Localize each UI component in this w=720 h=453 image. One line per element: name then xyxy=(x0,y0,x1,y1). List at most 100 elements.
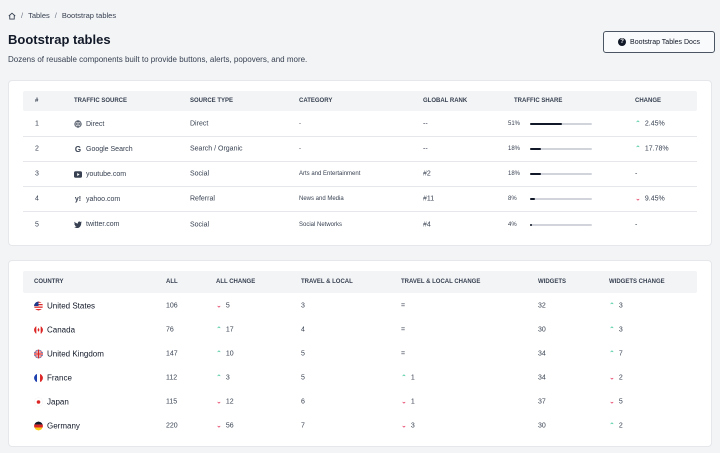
row-number: 5 xyxy=(35,221,39,228)
all-value: 112 xyxy=(166,374,178,382)
country: Canada xyxy=(34,325,76,335)
arrow-down-icon: ⌄ xyxy=(216,302,222,310)
traffic-share: 18% xyxy=(508,146,592,152)
all-change: ⌃ 3 xyxy=(216,375,230,382)
widgets-change-label: 7 xyxy=(618,350,623,358)
col-category: CATEGORY xyxy=(299,98,333,104)
traffic-source[interactable]: twitter.com xyxy=(74,221,119,229)
traffic-share: 18% xyxy=(508,171,592,177)
twitter-icon xyxy=(74,221,82,229)
traffic-source[interactable]: Direct xyxy=(74,120,104,128)
progress-bar xyxy=(530,198,592,200)
progress-bar xyxy=(530,173,592,175)
all-change-label: 56 xyxy=(225,422,234,430)
home-icon[interactable] xyxy=(8,12,16,20)
all-change: ⌄ 12 xyxy=(216,399,234,406)
category: - xyxy=(299,121,301,127)
widgets-change: ⌄ 2 xyxy=(609,375,623,382)
arrow-up-icon: ⌃ xyxy=(609,422,615,430)
travel-change-label: = xyxy=(401,302,406,310)
traffic-source[interactable]: y! yahoo.com xyxy=(74,195,120,203)
traffic-share-label: 18% xyxy=(508,171,521,177)
arrow-up-icon: ⌃ xyxy=(216,350,222,358)
change-label: 17.78% xyxy=(644,145,669,153)
travel-change-label: 1 xyxy=(410,398,415,406)
col-all-change: ALL CHANGE xyxy=(216,279,256,285)
travel-local-value: 6 xyxy=(301,398,305,406)
travel-change-label: 1 xyxy=(410,374,415,382)
col-global-rank: GLOBAL RANK xyxy=(423,98,468,104)
traffic-share: 8% xyxy=(508,196,592,202)
source-type: Direct xyxy=(190,120,209,128)
travel-local-value: 5 xyxy=(301,350,305,358)
arrow-down-icon: ⌄ xyxy=(216,422,222,430)
all-change: ⌄ 5 xyxy=(216,303,230,310)
progress-bar-fill xyxy=(530,148,542,150)
japan-flag-icon xyxy=(34,397,43,407)
canada-flag-icon xyxy=(34,325,43,335)
country-name: United Kingdom xyxy=(47,349,104,359)
country-name: United States xyxy=(47,301,96,311)
change-value: ⌃ 17.78% xyxy=(635,146,669,153)
all-change: ⌄ 56 xyxy=(216,423,234,430)
row-number: 4 xyxy=(35,195,39,203)
arrow-up-icon: ⌃ xyxy=(635,120,641,128)
traffic-share-label: 51% xyxy=(508,121,521,127)
col-traffic-source: TRAFFIC SOURCE xyxy=(74,98,127,104)
widgets-change-label: 3 xyxy=(618,326,623,334)
docs-button-label: Bootstrap Tables Docs xyxy=(630,38,700,46)
widgets-value: 30 xyxy=(538,422,546,430)
arrow-up-icon: ⌃ xyxy=(216,374,222,382)
country: France xyxy=(34,373,72,383)
progress-bar-fill xyxy=(530,223,533,226)
arrow-up-icon: ⌃ xyxy=(609,350,615,358)
arrow-up-icon: ⌃ xyxy=(401,374,407,382)
traffic-source[interactable]: G Google Search xyxy=(74,144,133,154)
us-flag-icon xyxy=(34,301,43,311)
country: Japan xyxy=(34,398,69,407)
col-traffic-share: TRAFFIC SHARE xyxy=(514,98,563,104)
progress-bar-fill xyxy=(530,173,542,175)
progress-bar xyxy=(530,223,592,226)
travel-local-change: ⌄ 1 xyxy=(401,399,415,406)
traffic-source-label: yahoo.com xyxy=(86,195,121,203)
global-rank: -- xyxy=(423,120,428,128)
change-value: - xyxy=(635,221,637,228)
table-row: France 112 ⌃ 3 5 ⌃ 1 34 ⌄ 2 xyxy=(23,366,697,390)
traffic-source-label: youtube.com xyxy=(86,170,127,178)
traffic-share-label: 8% xyxy=(508,196,517,202)
breadcrumb-tables[interactable]: Tables xyxy=(28,11,50,20)
all-change: ⌃ 17 xyxy=(216,327,234,334)
table-row: Canada 76 ⌃ 17 4 = 30 ⌃ 3 xyxy=(23,318,697,342)
arrow-down-icon: ⌄ xyxy=(635,195,641,203)
table-row: 1 Direct Direct - -- 51% ⌃ 2.45% xyxy=(23,112,697,137)
traffic-share: 51% xyxy=(508,121,592,127)
country: United Kingdom xyxy=(34,349,104,359)
traffic-sources-card: # TRAFFIC SOURCE SOURCE TYPE CATEGORY GL… xyxy=(8,80,712,246)
table-row: United Kingdom 147 ⌃ 10 5 = 34 ⌃ 7 xyxy=(23,342,697,366)
col-number: # xyxy=(35,98,39,104)
arrow-down-icon: ⌄ xyxy=(401,398,407,406)
widgets-change-label: 3 xyxy=(618,302,623,310)
widgets-change: ⌄ 5 xyxy=(609,399,623,406)
country-name: Canada xyxy=(47,325,76,335)
traffic-source[interactable]: youtube.com xyxy=(74,170,126,178)
all-change-label: 12 xyxy=(225,398,234,406)
source-type: Social xyxy=(190,170,210,178)
progress-bar-fill xyxy=(530,198,535,200)
breadcrumb-separator: / xyxy=(21,11,24,20)
google-icon: G xyxy=(74,144,82,154)
bootstrap-docs-button[interactable]: ? Bootstrap Tables Docs xyxy=(603,31,715,53)
source-type: Social xyxy=(190,221,210,228)
widgets-value: 37 xyxy=(538,398,546,406)
all-value: 147 xyxy=(166,350,178,358)
source-type: Search / Organic xyxy=(190,145,243,153)
widgets-change-label: 2 xyxy=(618,422,623,430)
country-name: Germany xyxy=(47,421,80,431)
arrow-down-icon: ⌄ xyxy=(216,398,222,406)
all-change-label: 5 xyxy=(225,302,230,310)
traffic-table-header: # TRAFFIC SOURCE SOURCE TYPE CATEGORY GL… xyxy=(23,91,697,111)
widgets-change: ⌃ 3 xyxy=(609,303,623,310)
table-row: 4 y! yahoo.com Referral News and Media #11 8% ⌄… xyxy=(23,187,697,212)
widgets-change-label: 5 xyxy=(618,398,623,406)
